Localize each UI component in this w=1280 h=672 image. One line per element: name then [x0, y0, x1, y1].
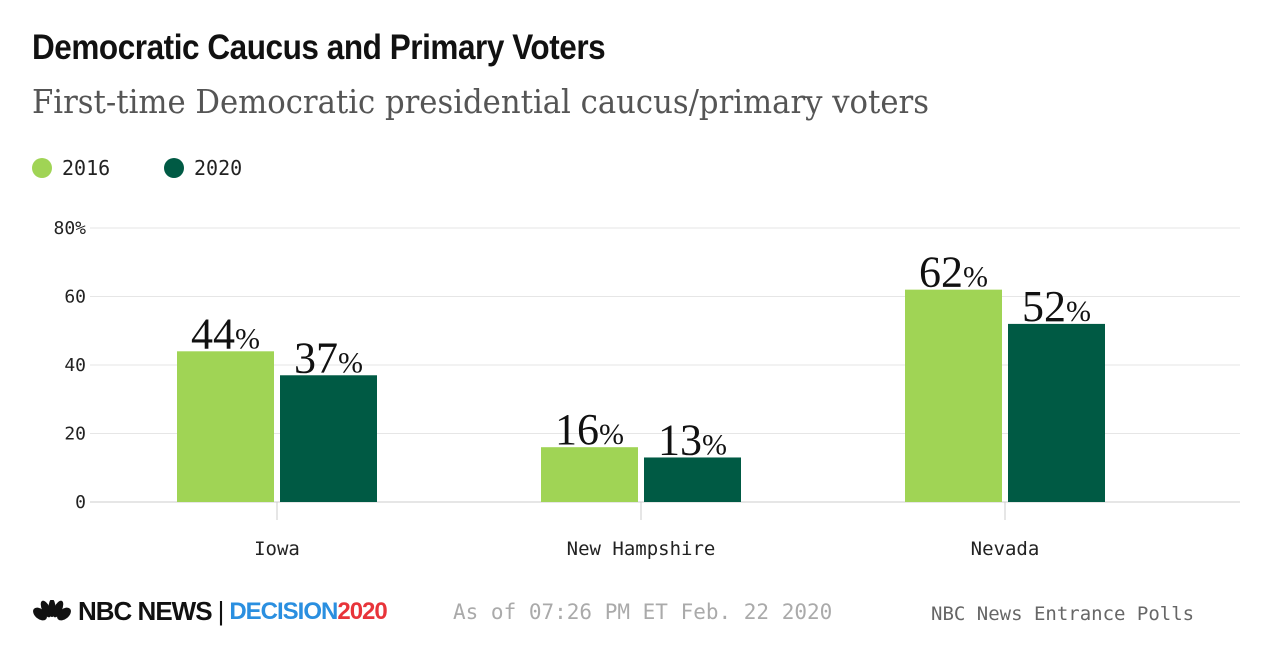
bar-2020 — [644, 457, 741, 502]
x-tick-label: New Hampshire — [567, 538, 716, 560]
data-label: 52% — [1022, 282, 1091, 331]
nbc-logo: NBC NEWS | DECISION 2020 — [32, 596, 388, 627]
y-tick-label: 40 — [64, 355, 86, 376]
data-label: 16% — [555, 405, 624, 454]
bar-2016 — [905, 289, 1002, 502]
source: NBC News Entrance Polls — [931, 603, 1195, 625]
bar-2020 — [1008, 323, 1105, 502]
legend-item-2020: 2020 — [164, 156, 242, 180]
timestamp: As of 07:26 PM ET Feb. 22 2020 — [453, 600, 833, 624]
decision-text: DECISION — [229, 597, 338, 625]
y-tick-label: 60 — [64, 287, 86, 308]
peacock-icon — [33, 599, 71, 620]
x-tick-label: Iowa — [254, 538, 300, 560]
legend-swatch — [32, 158, 52, 178]
data-label: 44% — [191, 309, 260, 358]
y-tick-label: 0 — [75, 492, 86, 513]
bar-2016 — [177, 351, 274, 502]
bar-2020 — [280, 375, 377, 502]
legend-label: 2020 — [194, 156, 243, 180]
chart-title: Democratic Caucus and Primary Voters — [32, 28, 606, 67]
data-label: 37% — [294, 333, 363, 382]
legend-item-2016: 2016 — [32, 156, 110, 180]
legend-label: 2016 — [62, 156, 111, 180]
data-label: 13% — [658, 415, 727, 464]
brand-text: NBC NEWS — [78, 596, 213, 626]
data-label: 62% — [919, 248, 988, 297]
legend-swatch — [164, 158, 184, 178]
decision-year: 2020 — [337, 597, 387, 625]
chart-subtitle: First-time Democratic presidential caucu… — [32, 82, 929, 121]
y-tick-label: 20 — [64, 424, 86, 445]
y-tick-label: 80% — [53, 218, 86, 239]
bar-2016 — [541, 447, 638, 502]
x-tick-label: Nevada — [971, 538, 1040, 560]
